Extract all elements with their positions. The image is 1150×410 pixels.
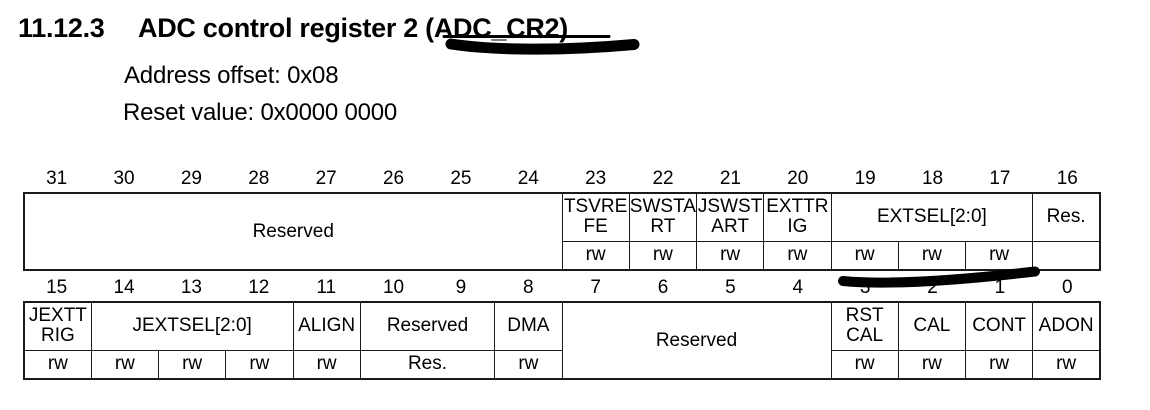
reset-value-line: Reset value: 0x0000 0000 (123, 99, 398, 126)
bitfield-jswstart: JSWST ART (695, 192, 765, 242)
marker-underline-title-thick-stroke (445, 38, 640, 55)
bit-number-5: 5 (725, 277, 736, 298)
bit-number-4: 4 (792, 277, 804, 298)
access-bit-1: rw (964, 349, 1034, 380)
section-number: 11.12.3 (18, 13, 105, 43)
bitfield-adon: ADON (1032, 301, 1101, 351)
bitfield-rstcal: RST CAL (830, 301, 899, 351)
bit-number-26: 26 (382, 168, 405, 189)
bit-number-11: 11 (316, 277, 337, 298)
access-bit-2: rw (897, 349, 967, 380)
bitfield-cal: CAL (897, 301, 967, 351)
bit-number-6: 6 (657, 277, 669, 298)
bitfield-res-16: Res. (1032, 192, 1101, 242)
bitfield-align: ALIGN (292, 301, 361, 351)
access-bit-19: rw (830, 240, 899, 271)
bit-number-16: 16 (1056, 168, 1078, 189)
bit-number-24: 24 (517, 168, 539, 189)
access-bit-11: rw (292, 349, 361, 380)
register-map-upper: Reserved TSVRE FE SWSTA RT JSWST ART EXT… (23, 192, 1101, 271)
bit-numbers-row-15-0: 15 14 13 12 11 10 9 8 7 6 5 4 3 2 1 0 (23, 278, 1101, 298)
address-offset-line: Address offset: 0x08 (124, 62, 339, 89)
bitfield-extsel: EXTSEL[2:0] (830, 192, 1034, 242)
bitfield-reserved-10-9: Reserved (359, 301, 496, 351)
bit-number-10: 10 (382, 277, 405, 298)
bit-number-20: 20 (787, 168, 809, 189)
bit-number-2: 2 (927, 277, 938, 298)
bit-number-25: 25 (450, 168, 472, 189)
bit-number-18: 18 (921, 168, 944, 189)
bit-number-19: 19 (854, 168, 876, 189)
access-bit-18: rw (897, 240, 967, 271)
bit-number-8: 8 (523, 277, 534, 298)
bit-number-15: 15 (46, 277, 68, 298)
bit-number-1: 1 (994, 277, 1006, 298)
access-bit-14: rw (90, 349, 160, 380)
bitfield-jexttrig: JEXTT RIG (23, 301, 92, 351)
bit-number-13: 13 (180, 277, 202, 298)
bitfield-swstart: SWSTA RT (628, 192, 698, 242)
bitfield-tsvrefe: TSVRE FE (561, 192, 630, 242)
access-bit-23: rw (561, 240, 630, 271)
bit-number-30: 30 (113, 168, 135, 189)
bit-number-28: 28 (248, 168, 270, 189)
access-bit-0: rw (1032, 349, 1101, 380)
register-map-lower: JEXTT RIG JEXTSEL[2:0] ALIGN Reserved DM… (23, 301, 1101, 380)
bit-number-9: 9 (455, 277, 467, 298)
bit-number-22: 22 (652, 168, 674, 189)
access-bit-16 (1032, 240, 1101, 271)
bit-number-17: 17 (989, 168, 1011, 189)
access-bit-20: rw (763, 240, 832, 271)
bit-number-23: 23 (585, 168, 607, 189)
bitfield-dma: DMA (494, 301, 563, 351)
bit-number-12: 12 (248, 277, 270, 298)
bit-number-0: 0 (1062, 277, 1073, 298)
bit-number-29: 29 (180, 168, 202, 189)
bitfield-jextsel: JEXTSEL[2:0] (90, 301, 294, 351)
bit-number-27: 27 (315, 168, 337, 189)
bit-number-21: 21 (719, 168, 741, 189)
page-title: ADC control register 2 (ADC_CR2) (138, 13, 568, 43)
access-bit-17: rw (964, 240, 1034, 271)
bit-number-3: 3 (859, 277, 871, 298)
access-bit-21: rw (695, 240, 765, 271)
bit-number-31: 31 (46, 168, 68, 189)
access-bit-15: rw (23, 349, 92, 380)
bitfield-reserved-7-4: Reserved (561, 301, 832, 380)
bit-number-14: 14 (113, 277, 135, 298)
access-bit-13: rw (157, 349, 227, 380)
access-bit-3: rw (830, 349, 899, 380)
access-bit-8: rw (494, 349, 563, 380)
bit-number-7: 7 (590, 277, 601, 298)
access-bits-10-9: Res. (359, 349, 496, 380)
access-bit-12: rw (225, 349, 294, 380)
bitfield-exttrig: EXTTR IG (763, 192, 832, 242)
bitfield-reserved-31-24: Reserved (23, 192, 563, 271)
access-bit-22: rw (628, 240, 698, 271)
bit-numbers-row-31-16: 31 30 29 28 27 26 25 24 23 22 21 20 19 1… (23, 169, 1101, 189)
bitfield-cont: CONT (964, 301, 1034, 351)
